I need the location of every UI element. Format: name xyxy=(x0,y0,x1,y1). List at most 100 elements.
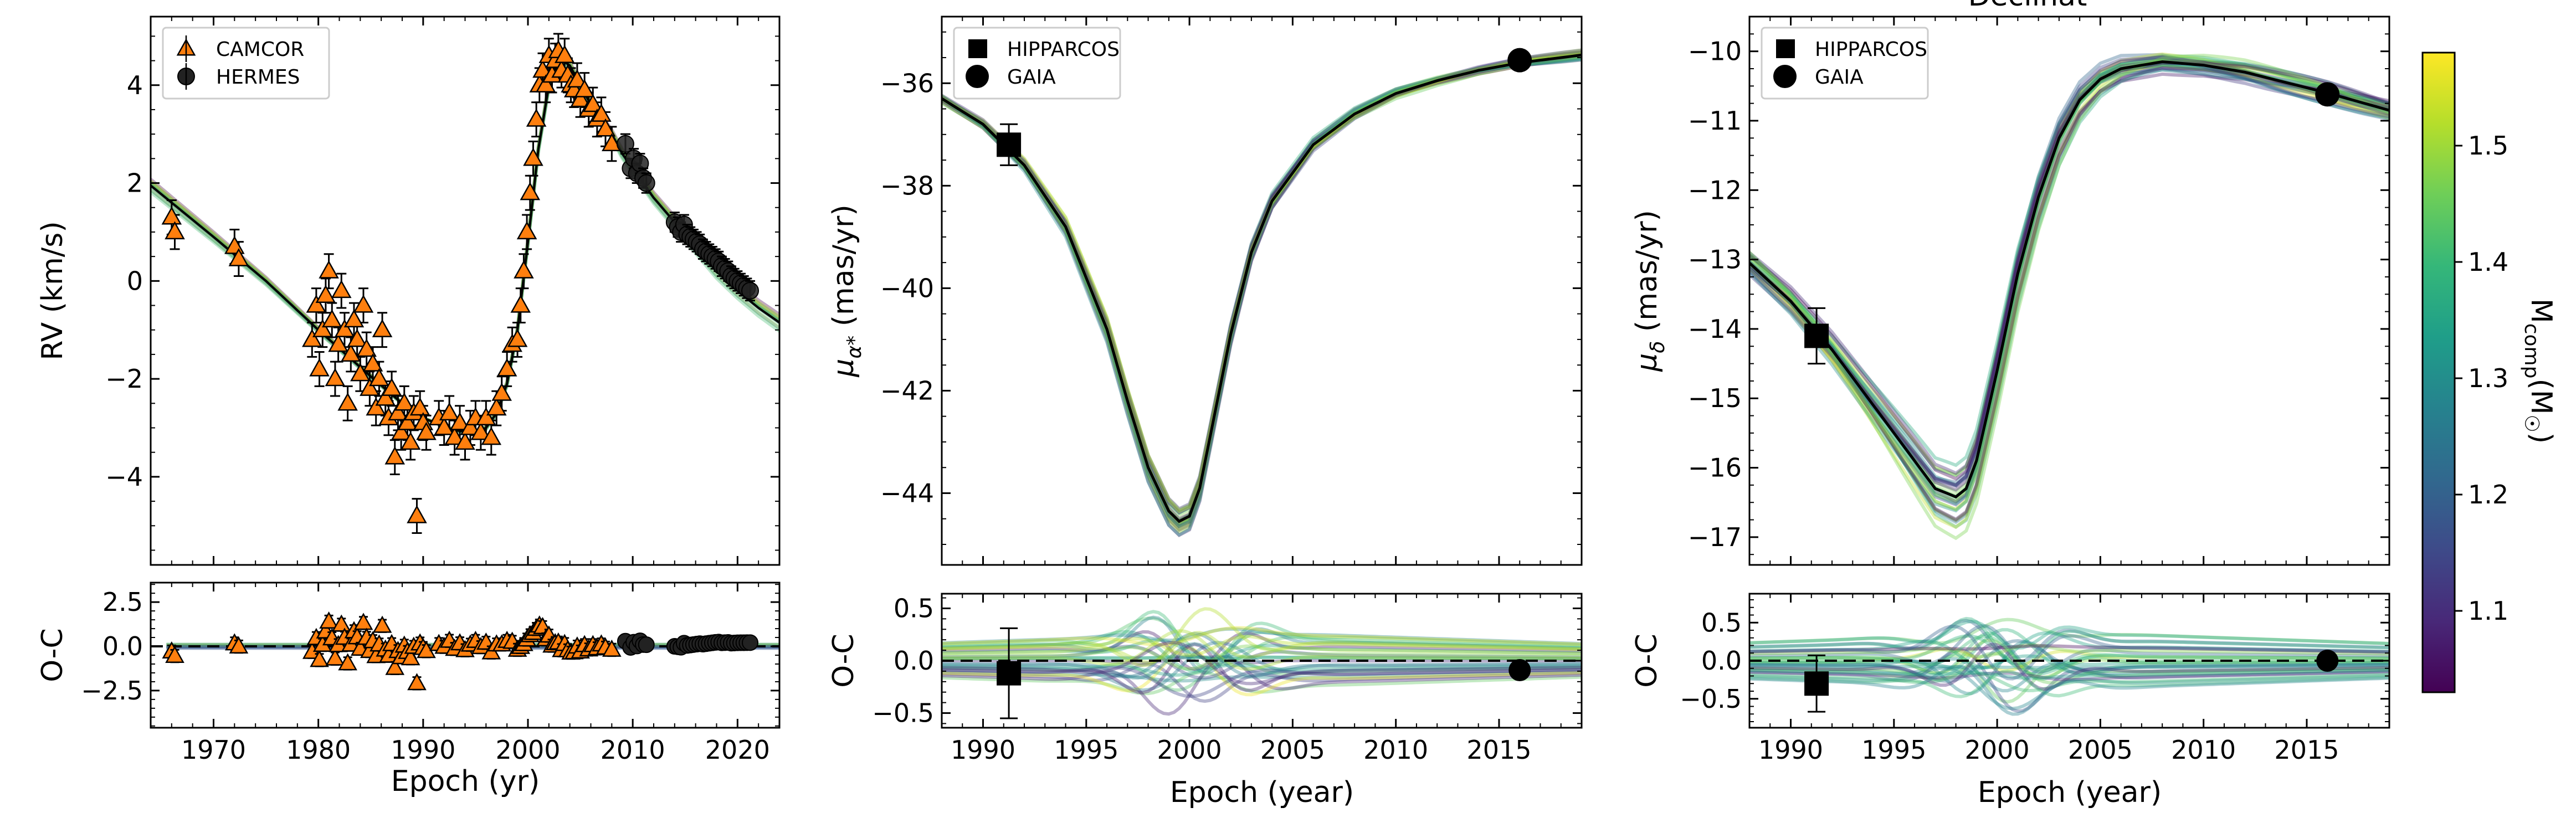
camcor-point xyxy=(331,280,352,299)
y-tick-label: −36 xyxy=(880,68,934,98)
pmoc-model-curve xyxy=(942,655,1582,661)
pm-model-curve xyxy=(1749,60,2389,522)
camcor-point xyxy=(384,446,406,465)
camcor-point xyxy=(574,79,595,97)
camcor-point xyxy=(409,397,430,416)
y-tick-label: 0.5 xyxy=(1701,608,1742,637)
camcor-oc-point xyxy=(319,611,338,629)
pmoc-model-curve xyxy=(942,610,1582,670)
camcor-point xyxy=(366,397,386,416)
colorbar-gradient xyxy=(2421,52,2456,693)
legend-frame xyxy=(953,27,1121,100)
camcor-point xyxy=(449,412,470,430)
camcor-point xyxy=(535,74,556,92)
y-tick-label: 0.0 xyxy=(102,631,143,661)
pmoc-model-curve xyxy=(942,655,1582,716)
pm-plot-content xyxy=(942,48,1582,538)
pmra-panel: −44 −42 −40 −38 −36 HIPPARCOS GAIA xyxy=(880,16,1583,566)
camcor-point xyxy=(306,294,327,313)
camcor-point xyxy=(407,505,427,523)
pmdecoc-ylabel: O-C xyxy=(1630,634,1664,687)
y-tick-label: −16 xyxy=(1688,453,1742,483)
x-tick-label: 1995 xyxy=(1054,735,1118,765)
pmoc-model-curve xyxy=(942,631,1582,664)
camcor-point xyxy=(334,319,355,337)
x-tick-label: 1995 xyxy=(1861,735,1926,765)
camcor-point xyxy=(532,59,553,78)
camcor-point xyxy=(337,392,358,411)
camcor-oc-point xyxy=(165,645,184,663)
pmoc-model-curve xyxy=(1749,647,2389,672)
x-tick-label: 2005 xyxy=(2068,735,2133,765)
camcor-point xyxy=(416,421,437,440)
pm-best-fit xyxy=(942,53,1582,523)
legend-label: HIPPARCOS xyxy=(1007,38,1120,61)
pmoc-model-curve xyxy=(942,635,1582,657)
pmoc-model-curve xyxy=(1749,639,2389,680)
colorbar-tick-label: 1.3 xyxy=(2468,363,2508,393)
pmoc-model-curve xyxy=(1749,670,2389,682)
plot-area xyxy=(942,17,1582,565)
y-tick-label: −14 xyxy=(1688,314,1742,344)
camcor-point xyxy=(328,333,348,352)
pmoc-model-curve xyxy=(1749,663,2389,670)
x-tick-label: 1990 xyxy=(391,735,455,765)
camcor-point xyxy=(309,358,330,377)
pmoc-model-curve xyxy=(942,638,1582,661)
camcor-point xyxy=(161,206,182,225)
pmdec-residual-panel: 1990 1995 2000 2005 2010 2015 −0.5 0.0 0.5 xyxy=(1680,593,2390,765)
pmra-ylabel-sub: α* xyxy=(843,336,866,359)
pmoc-plot-content xyxy=(942,607,1582,719)
pmoc-model-curve xyxy=(1749,651,2389,685)
pmra-ylabel-rest: (mas/yr) xyxy=(827,204,860,335)
pmoc-model-curve xyxy=(942,630,1582,671)
legend-label: GAIA xyxy=(1815,66,1864,89)
x-tick-label: 2015 xyxy=(2274,735,2339,765)
camcor-point xyxy=(481,426,502,445)
pmoc-model-curve xyxy=(1749,654,2389,672)
pmra-ylabel: μα* (mas/yr) xyxy=(827,204,866,377)
camcor-point xyxy=(369,368,389,387)
colorbar-tick-label: 1.4 xyxy=(2468,247,2508,277)
pmdec-panel: −17 −16 −15 −14 −13 −12 −11 −10 HIPPARCOS GAIA xyxy=(1688,16,2390,566)
y-tick-label: −0.5 xyxy=(872,698,934,728)
pmoc-model-curve xyxy=(1749,668,2389,680)
pmoc-model-curve xyxy=(1749,665,2389,716)
pmoc-model-curve xyxy=(942,646,1582,697)
hipparcos-oc-point xyxy=(997,661,1022,686)
pmoc-model-curve xyxy=(942,641,1582,686)
x-tick-label: 1980 xyxy=(286,735,351,765)
pmoc-model-curve xyxy=(1749,639,2389,683)
camcor-oc-point xyxy=(602,639,622,657)
camcor-point xyxy=(312,319,333,337)
y-tick-label: 0.5 xyxy=(894,593,934,623)
camcor-point xyxy=(165,221,185,240)
pmoc-model-curve xyxy=(942,655,1582,661)
camcor-point xyxy=(523,147,543,166)
pm-plot-content xyxy=(1749,52,2389,541)
pmdec-ylabel-sub: δ xyxy=(1646,341,1669,353)
camcor-oc-point xyxy=(325,648,345,666)
pmoc-model-curve xyxy=(942,666,1582,698)
camcor-point xyxy=(356,338,377,357)
colorbar-tick-label: 1.2 xyxy=(2468,480,2508,510)
x-tick-label: 1990 xyxy=(1758,735,1823,765)
hermes-oc-point xyxy=(742,634,759,651)
pmra-residual-panel: 1990 1995 2000 2005 2010 2015 −0.5 0.0 0.5 xyxy=(872,593,1583,765)
pm-model-curve xyxy=(1749,63,2389,488)
y-tick-label: −10 xyxy=(1688,37,1742,66)
hipparcos-oc-point xyxy=(1804,671,1829,696)
y-tick-label: −2 xyxy=(105,364,143,394)
pmoc-model-curve xyxy=(1749,671,2389,693)
legend-marker-circle xyxy=(1773,65,1797,88)
hermes-point xyxy=(616,135,634,153)
camcor-oc-point xyxy=(372,615,392,633)
pmoc-model-curve xyxy=(942,642,1582,680)
camcor-point xyxy=(507,328,528,347)
camcor-point xyxy=(347,328,367,347)
pmoc-model-curve xyxy=(942,658,1582,692)
pm-model-curve xyxy=(1749,63,2389,467)
camcor-point xyxy=(554,45,575,63)
axes-frame xyxy=(941,16,1583,566)
gaia-point xyxy=(1507,48,1532,73)
